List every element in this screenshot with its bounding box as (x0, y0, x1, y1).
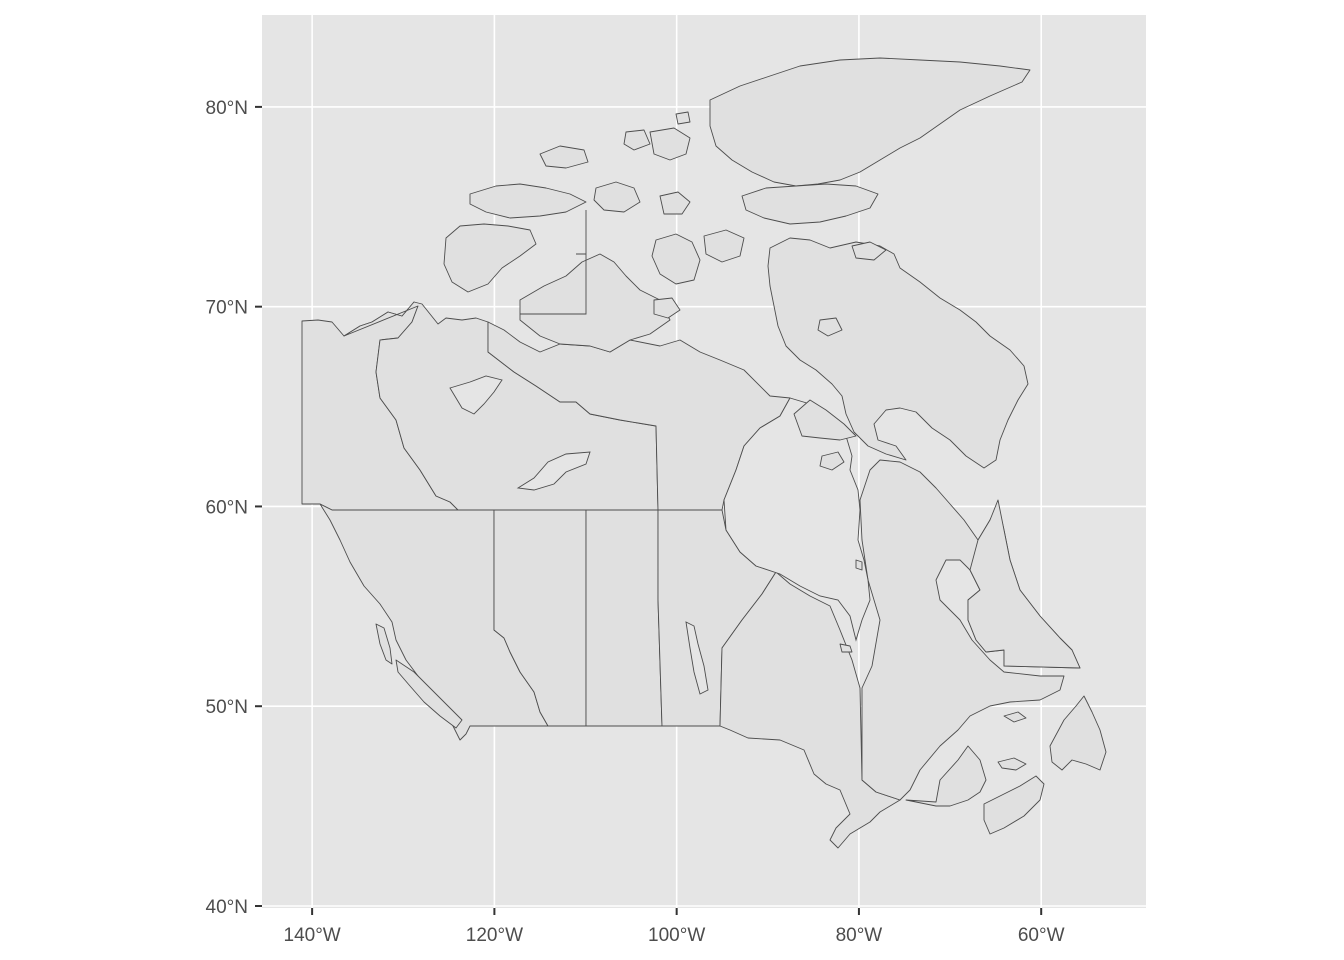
island-haida-gwaii (375, 623, 393, 665)
island-prince-of-wales (651, 233, 701, 285)
province-nova-scotia (983, 775, 1045, 835)
y-tick-label: 40°N (206, 897, 248, 918)
island-akimiski (839, 643, 853, 653)
island-devon (741, 183, 879, 225)
x-axis: 140°W 120°W 100°W 80°W 60°W (284, 908, 1065, 946)
border-nwt-nunavut-islands (520, 210, 587, 315)
island-anticosti (1003, 711, 1027, 723)
island-ellef-ringnes (623, 129, 651, 151)
island-axel-heiberg (649, 127, 691, 161)
island-meighen (675, 111, 691, 125)
island-bylot (851, 241, 887, 261)
island-vancouver (395, 659, 463, 729)
island-ellesmere (709, 57, 1031, 187)
y-tick-label: 60°N (206, 497, 248, 518)
island-prince-charles (817, 317, 843, 337)
province-labrador (967, 499, 1081, 669)
y-axis: 40°N 50°N 60°N 70°N 80°N (206, 98, 262, 918)
y-tick-label: 70°N (206, 298, 248, 319)
y-tick-label: 50°N (206, 697, 248, 718)
x-tick-label: 120°W (466, 925, 523, 946)
y-tick-label: 80°N (206, 98, 248, 119)
island-baffin (767, 237, 1029, 469)
x-tick-label: 60°W (1018, 925, 1065, 946)
lake-winnipeg (685, 621, 709, 695)
island-somerset (703, 229, 745, 263)
island-belcher (855, 559, 863, 571)
province-new-brunswick (905, 745, 987, 807)
island-king-william (653, 297, 681, 319)
x-tick-label: 100°W (648, 925, 705, 946)
island-cornwallis (659, 191, 691, 215)
island-prince-patrick (539, 145, 589, 169)
canada-map (301, 57, 1107, 849)
island-banks (443, 223, 537, 293)
x-tick-label: 80°W (836, 925, 883, 946)
island-coats (819, 451, 845, 471)
province-saskatchewan (585, 509, 663, 727)
island-southampton (793, 399, 857, 441)
lake-great-slave (516, 451, 591, 491)
province-newfoundland-island (1049, 695, 1107, 771)
island-melville (469, 183, 587, 219)
x-tick-label: 140°W (284, 925, 341, 946)
province-pei (997, 757, 1027, 771)
island-bathurst (593, 181, 641, 213)
lake-great-bear (449, 375, 503, 415)
